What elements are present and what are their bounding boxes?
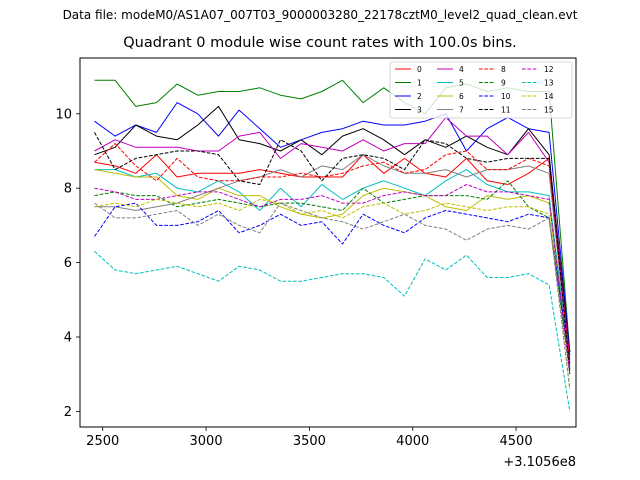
legend-label-3: 3	[417, 105, 422, 114]
legend-label-8: 8	[501, 65, 506, 74]
series-line-11	[94, 132, 571, 371]
series-line-6	[94, 169, 571, 375]
legend-label-15: 15	[544, 105, 554, 114]
legend-label-13: 13	[544, 78, 554, 87]
chart-title: Quadrant 0 module wise count rates with …	[123, 35, 517, 51]
legend-label-9: 9	[501, 78, 506, 87]
x-tick-label: 2500	[86, 434, 119, 449]
x-tick-label: 4500	[500, 434, 533, 449]
series-line-4	[94, 117, 571, 360]
legend-box	[389, 61, 573, 119]
series-line-7	[94, 154, 571, 367]
y-tick-label: 10	[55, 107, 72, 122]
series-line-0	[94, 154, 571, 352]
chart-suptitle: Data file: modeM0/AS1A07_007T03_90000032…	[62, 8, 578, 22]
x-tick-label: 4000	[396, 434, 429, 449]
legend-label-7: 7	[459, 105, 464, 114]
x-tick-label: 3500	[293, 434, 326, 449]
axes: 2500 3000 3500 4000 4500 2 4 6 8 10 +3.1056e8	[55, 107, 576, 470]
series-line-2	[94, 102, 571, 352]
y-tick-label: 2	[64, 405, 72, 420]
series-line-8	[94, 143, 571, 364]
legend-label-0: 0	[417, 65, 422, 74]
legend-label-11: 11	[501, 105, 511, 114]
x-tick-label: 3000	[190, 434, 223, 449]
legend-label-14: 14	[544, 92, 554, 101]
legend-label-2: 2	[417, 92, 422, 101]
x-offset-label: +3.1056e8	[503, 455, 576, 470]
y-tick-label: 4	[64, 330, 72, 345]
series-line-12	[94, 184, 571, 375]
series-line-13	[94, 251, 571, 412]
plot-frame	[79, 57, 577, 428]
series-lines	[94, 79, 571, 412]
series-line-3	[94, 105, 571, 356]
series-line-14	[94, 198, 571, 390]
legend-label-5: 5	[459, 78, 464, 87]
legend-label-6: 6	[459, 92, 464, 101]
y-tick-label: 6	[64, 256, 72, 271]
series-line-5	[94, 169, 571, 367]
series-line-9	[94, 180, 571, 375]
legend-label-4: 4	[459, 65, 464, 74]
series-line-10	[94, 202, 571, 364]
legend-label-1: 1	[417, 78, 422, 87]
series-line-15	[94, 202, 571, 390]
legend-label-10: 10	[501, 92, 511, 101]
y-tick-label: 8	[64, 182, 72, 197]
legend-label-12: 12	[544, 65, 554, 74]
